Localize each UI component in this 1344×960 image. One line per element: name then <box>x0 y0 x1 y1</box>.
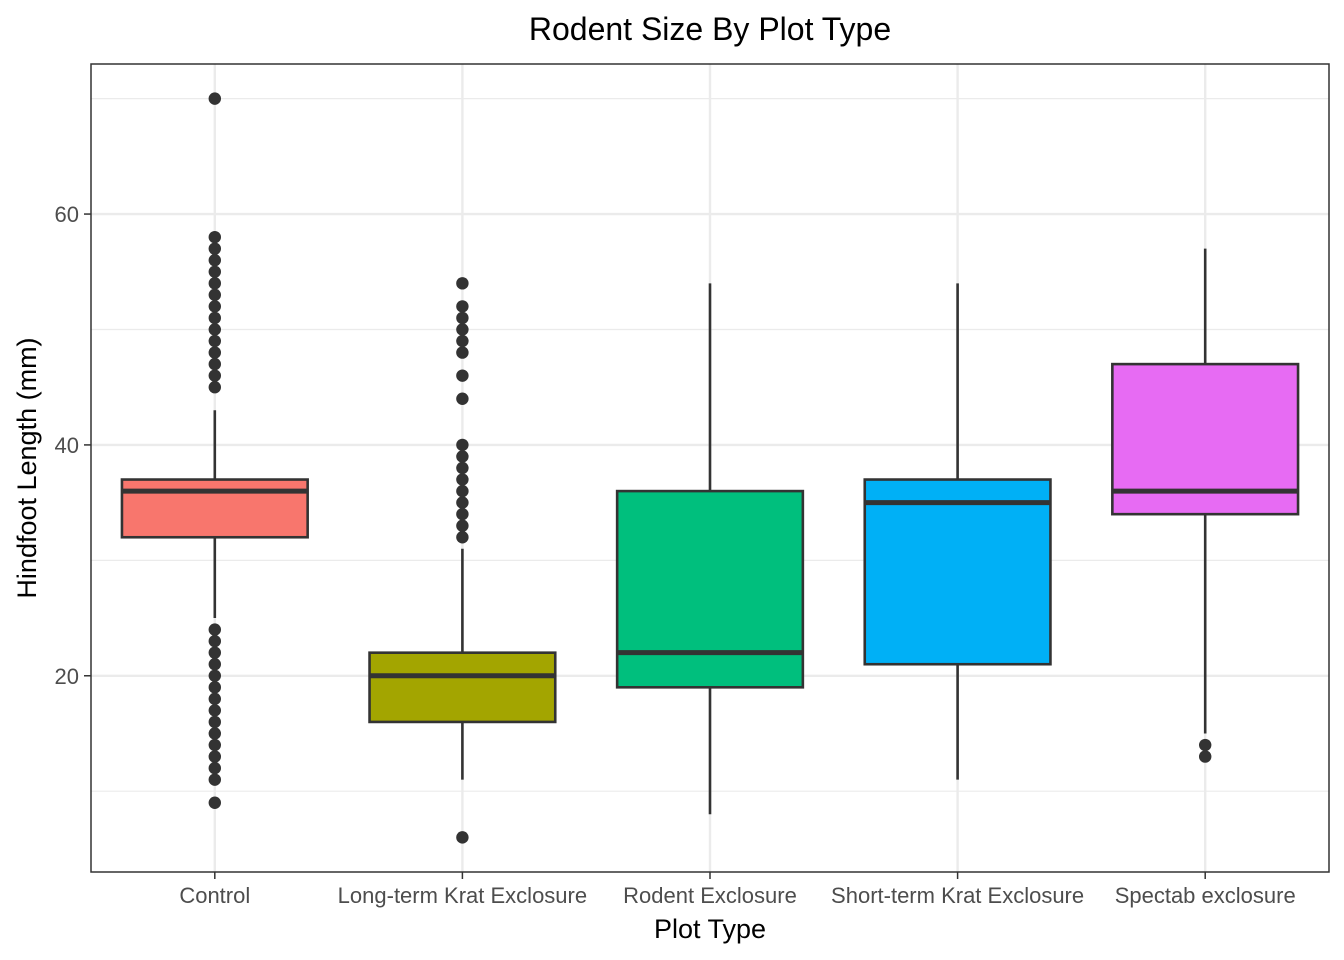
outlier-point <box>208 692 221 706</box>
outlier-point <box>208 346 221 359</box>
y-tick-label: 60 <box>55 202 79 227</box>
outlier-point <box>208 369 221 382</box>
outlier-point <box>208 669 221 682</box>
outlier-point <box>208 738 221 752</box>
outlier-point <box>208 254 221 267</box>
outlier-point <box>456 323 469 336</box>
y-tick-label: 20 <box>55 664 79 689</box>
outlier-point <box>456 531 469 544</box>
outlier-point <box>208 681 221 694</box>
box-3 <box>615 283 805 815</box>
outlier-point <box>456 369 469 382</box>
box-iqr <box>368 651 557 724</box>
outlier-point <box>208 334 221 348</box>
outlier-point <box>456 300 469 313</box>
outlier-point <box>456 507 469 521</box>
x-tick-label: Rodent Exclosure <box>623 883 797 908</box>
outlier-point <box>456 484 469 498</box>
outlier-point <box>456 461 469 475</box>
x-tick-label: Short-term Krat Exclosure <box>831 883 1084 908</box>
outlier-point <box>208 230 221 244</box>
box-1 <box>120 92 309 809</box>
outlier-point <box>208 92 221 105</box>
axis-layer: 20 40 60 Control Long-term Krat Exclosure Rod… <box>55 202 1296 908</box>
outlier-point <box>208 727 221 740</box>
outlier-point <box>208 323 221 336</box>
outlier-point <box>208 796 221 809</box>
outlier-point <box>208 300 221 313</box>
x-tick-label: Spectab exclosure <box>1115 883 1296 908</box>
outlier-point <box>208 381 221 394</box>
outlier-point <box>456 519 469 532</box>
x-tick-label: Long-term Krat Exclosure <box>338 883 587 908</box>
box-iqr <box>863 478 1052 666</box>
y-tick-label: 40 <box>55 433 79 458</box>
outlier-point <box>456 334 469 348</box>
box-iqr <box>120 478 309 539</box>
outlier-point <box>208 773 221 786</box>
outlier-point <box>456 473 469 486</box>
x-axis-title: Plot Type <box>654 914 766 944</box>
box-4 <box>863 283 1052 780</box>
outlier-point <box>208 658 221 671</box>
y-axis-title: Hindfoot Length (mm) <box>12 337 42 598</box>
outlier-point <box>208 704 221 717</box>
outlier-point <box>456 450 469 463</box>
outlier-point <box>1199 750 1212 763</box>
box-2 <box>368 277 557 844</box>
box-5 <box>1111 248 1300 763</box>
outlier-point <box>208 646 221 659</box>
x-tick-label: Control <box>179 883 250 908</box>
outlier-point <box>208 277 221 290</box>
outlier-point <box>456 496 469 509</box>
outlier-point <box>208 288 221 302</box>
outlier-point <box>208 311 221 325</box>
outlier-point <box>456 831 469 844</box>
box-iqr <box>615 489 805 689</box>
outlier-point <box>456 392 469 405</box>
outlier-point <box>208 761 221 775</box>
chart-title: Rodent Size By Plot Type <box>529 11 891 47</box>
outlier-point <box>1199 738 1212 752</box>
boxes-layer <box>120 92 1300 844</box>
outlier-point <box>456 311 469 325</box>
outlier-point <box>208 715 221 729</box>
outlier-point <box>208 357 221 371</box>
outlier-point <box>208 750 221 763</box>
outlier-point <box>208 242 221 255</box>
outlier-point <box>456 346 469 359</box>
outlier-point <box>208 623 221 636</box>
outlier-point <box>208 634 221 648</box>
outlier-point <box>208 265 221 278</box>
outlier-point <box>456 277 469 290</box>
outlier-point <box>456 438 469 452</box>
